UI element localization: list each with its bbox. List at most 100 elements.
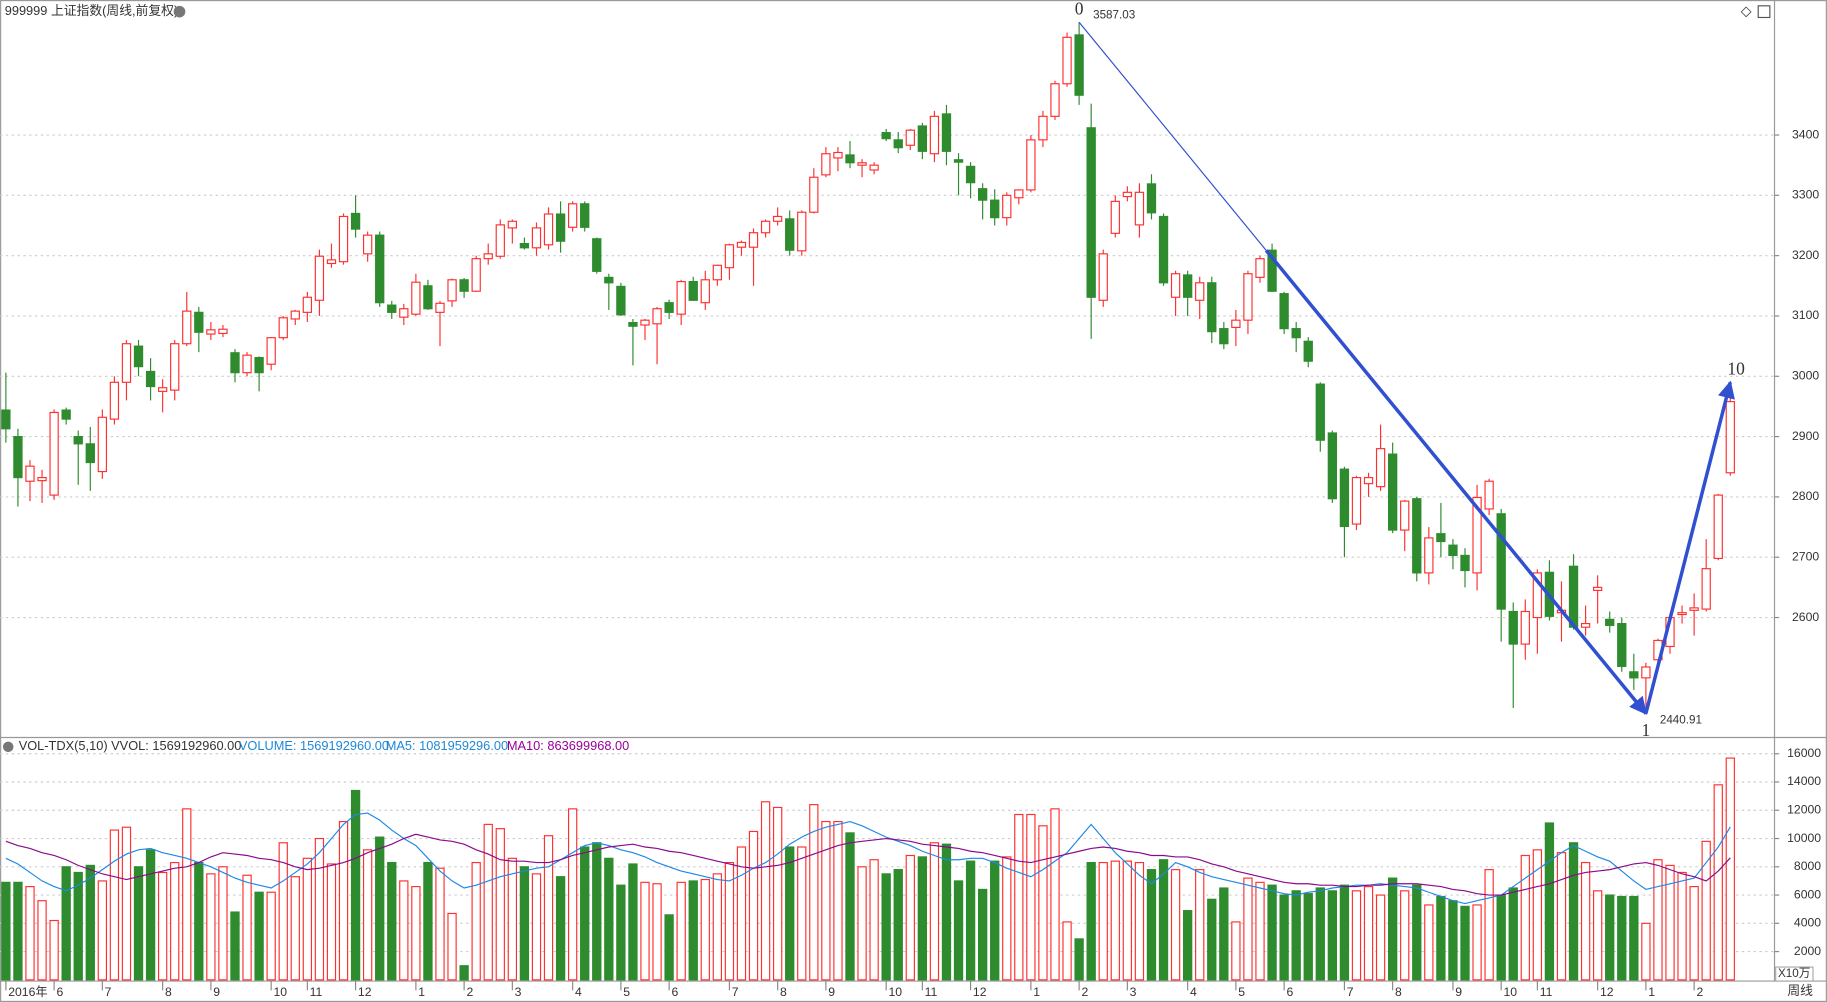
candle-body xyxy=(230,352,240,374)
y2-tick-label: 6000 xyxy=(1794,887,1821,901)
volume-bar xyxy=(917,856,928,981)
candle-body xyxy=(929,115,940,155)
volume-bar xyxy=(447,912,457,981)
x-tick-label: 10 xyxy=(274,985,288,999)
volume-bar xyxy=(772,806,783,981)
volume-bar xyxy=(688,880,698,981)
candle-body xyxy=(785,218,795,251)
period-label: 周线 xyxy=(1787,983,1813,998)
candle-body xyxy=(218,328,228,335)
volume-bar xyxy=(1605,894,1615,981)
volume-bar xyxy=(230,911,240,981)
candle-body xyxy=(411,281,421,315)
x-tick-label: 9 xyxy=(213,985,220,999)
icon-window[interactable] xyxy=(1757,5,1771,19)
volume-bar xyxy=(338,820,349,981)
candle-body xyxy=(61,409,71,420)
volume-bar xyxy=(567,808,578,981)
candle-body xyxy=(1532,572,1543,619)
x-tick-label: 9 xyxy=(828,985,835,999)
volume-bar xyxy=(1303,893,1313,981)
volume-icon[interactable] xyxy=(2,741,14,753)
candle-body xyxy=(326,259,337,265)
volume-bar xyxy=(314,837,325,981)
volume-bar xyxy=(1375,894,1386,981)
volume-bar xyxy=(1617,895,1627,981)
x-tick-label: 3 xyxy=(1130,985,1137,999)
legend-volume: VOLUME: 1569192960.00 xyxy=(239,738,389,753)
volume-bar xyxy=(471,861,481,981)
volume-bar xyxy=(1014,813,1024,981)
volume-bar xyxy=(97,880,108,981)
unit-box xyxy=(1775,966,1814,982)
icon-diamond[interactable]: ◇ xyxy=(1741,2,1752,18)
candle-body xyxy=(350,212,361,230)
candle-body xyxy=(338,215,349,263)
volume-bar xyxy=(1400,890,1410,981)
candle-body xyxy=(13,436,23,479)
x-tick-label: 8 xyxy=(165,985,172,999)
candle-body xyxy=(1412,498,1422,574)
x-tick-label: 1 xyxy=(418,985,425,999)
candle-body xyxy=(1605,618,1615,626)
volume-bar xyxy=(290,876,300,981)
candle-body xyxy=(1375,448,1386,488)
volume-bar xyxy=(1255,881,1265,981)
x-tick-label: 6 xyxy=(1286,985,1293,999)
candle-body xyxy=(1195,282,1205,301)
x-tick-label: 8 xyxy=(780,985,787,999)
volume-bar xyxy=(748,830,759,981)
volume-bar xyxy=(1484,869,1494,981)
candle-body xyxy=(73,436,83,445)
x-tick-label: 1 xyxy=(1648,985,1655,999)
candle-body xyxy=(1,409,11,430)
volume-bar xyxy=(929,842,940,981)
volume-bar xyxy=(61,866,71,981)
volume-bar xyxy=(640,881,650,981)
volume-bar xyxy=(1243,877,1253,981)
volume-bar xyxy=(1098,861,1108,981)
volume-bar xyxy=(1629,895,1639,981)
candle-body xyxy=(688,281,698,301)
x-tick-label: 11 xyxy=(310,985,323,999)
candle-body xyxy=(1026,139,1036,191)
y-tick-label: 2800 xyxy=(1792,489,1819,503)
candle-body xyxy=(1207,282,1217,333)
trend-up xyxy=(1644,380,1735,714)
candle-body xyxy=(97,416,108,473)
x-tick-label: 2 xyxy=(1696,985,1703,999)
volume-bar xyxy=(1641,922,1651,981)
volume-bar xyxy=(194,861,204,981)
x-tick-label: 5 xyxy=(1238,985,1245,999)
volume-bar xyxy=(1363,886,1374,981)
x-tick-label: 12 xyxy=(358,985,372,999)
volume-bar xyxy=(411,886,421,981)
candle-body xyxy=(85,443,95,464)
volume-bar xyxy=(218,866,228,981)
candle-body xyxy=(905,129,915,146)
x-tick-label: 10 xyxy=(889,985,903,999)
x-tick-label: 12 xyxy=(973,985,987,999)
candle-body xyxy=(1725,401,1735,474)
x-tick-label: 9 xyxy=(1455,985,1462,999)
volume-bar xyxy=(1110,860,1120,981)
candle-body xyxy=(1641,666,1651,679)
volume-bar xyxy=(1544,822,1555,981)
volume-bar xyxy=(700,878,710,981)
candle-body xyxy=(399,308,409,318)
candle-body xyxy=(1713,494,1723,560)
title-icon[interactable] xyxy=(173,5,186,18)
candle-body xyxy=(447,279,457,302)
candle-body xyxy=(977,188,988,201)
x-tick-label: 3 xyxy=(515,985,522,999)
volume-bar xyxy=(1725,757,1735,981)
x-tick-label: 12 xyxy=(1600,985,1614,999)
candle-body xyxy=(555,213,566,242)
candle-body xyxy=(507,220,518,229)
candle-body xyxy=(797,211,807,252)
volume-bar xyxy=(387,861,397,981)
volume-bar xyxy=(1701,840,1711,981)
volume-bar xyxy=(73,871,83,981)
volume-bar xyxy=(1460,905,1470,981)
volume-bar xyxy=(965,860,976,981)
